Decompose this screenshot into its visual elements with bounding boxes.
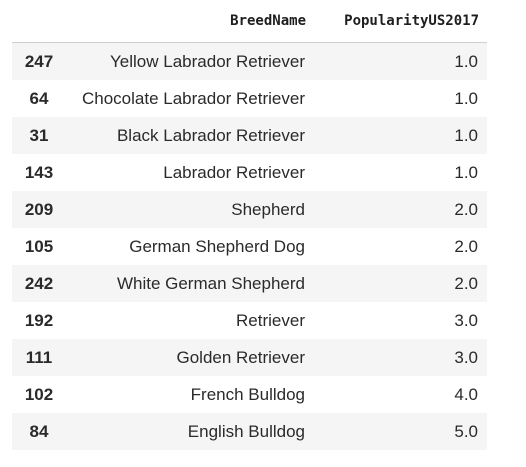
cell-popularity: 1.0	[314, 42, 487, 80]
table-row: 192 Retriever 3.0	[12, 302, 487, 339]
table-row: 242 White German Shepherd 2.0	[12, 265, 487, 302]
column-header-popularity: PopularityUS2017	[314, 0, 487, 43]
cell-popularity: 3.0	[314, 339, 487, 376]
cell-breed-name: Shepherd	[66, 191, 314, 228]
cell-popularity: 1.0	[314, 80, 487, 117]
cell-breed-name: French Bulldog	[66, 376, 314, 413]
cell-popularity: 4.0	[314, 376, 487, 413]
row-index: 64	[12, 80, 66, 117]
row-index: 209	[12, 191, 66, 228]
row-index: 31	[12, 117, 66, 154]
row-index: 105	[12, 228, 66, 265]
cell-breed-name: Labrador Retriever	[66, 154, 314, 191]
row-index: 247	[12, 42, 66, 80]
dataframe-table: BreedName PopularityUS2017 247 Yellow La…	[12, 0, 487, 450]
header-row: BreedName PopularityUS2017	[12, 0, 487, 43]
table-row: 247 Yellow Labrador Retriever 1.0	[12, 42, 487, 80]
table-header: BreedName PopularityUS2017	[12, 0, 487, 43]
cell-breed-name: Chocolate Labrador Retriever	[66, 80, 314, 117]
table-row: 84 English Bulldog 5.0	[12, 413, 487, 450]
cell-breed-name: Retriever	[66, 302, 314, 339]
cell-breed-name: Golden Retriever	[66, 339, 314, 376]
cell-popularity: 2.0	[314, 265, 487, 302]
table-row: 64 Chocolate Labrador Retriever 1.0	[12, 80, 487, 117]
row-index: 242	[12, 265, 66, 302]
cell-breed-name: German Shepherd Dog	[66, 228, 314, 265]
index-header-corner	[12, 0, 66, 43]
row-index: 84	[12, 413, 66, 450]
cell-popularity: 1.0	[314, 117, 487, 154]
cell-popularity: 1.0	[314, 154, 487, 191]
cell-popularity: 3.0	[314, 302, 487, 339]
cell-popularity: 2.0	[314, 228, 487, 265]
row-index: 111	[12, 339, 66, 376]
cell-popularity: 2.0	[314, 191, 487, 228]
cell-breed-name: English Bulldog	[66, 413, 314, 450]
table-row: 102 French Bulldog 4.0	[12, 376, 487, 413]
table-row: 143 Labrador Retriever 1.0	[12, 154, 487, 191]
table-body: 247 Yellow Labrador Retriever 1.0 64 Cho…	[12, 42, 487, 450]
cell-breed-name: Yellow Labrador Retriever	[66, 42, 314, 80]
row-index: 192	[12, 302, 66, 339]
table-row: 105 German Shepherd Dog 2.0	[12, 228, 487, 265]
table-row: 209 Shepherd 2.0	[12, 191, 487, 228]
cell-popularity: 5.0	[314, 413, 487, 450]
row-index: 143	[12, 154, 66, 191]
row-index: 102	[12, 376, 66, 413]
cell-breed-name: White German Shepherd	[66, 265, 314, 302]
column-header-breedname: BreedName	[66, 0, 314, 43]
cell-breed-name: Black Labrador Retriever	[66, 117, 314, 154]
table-row: 111 Golden Retriever 3.0	[12, 339, 487, 376]
table-row: 31 Black Labrador Retriever 1.0	[12, 117, 487, 154]
